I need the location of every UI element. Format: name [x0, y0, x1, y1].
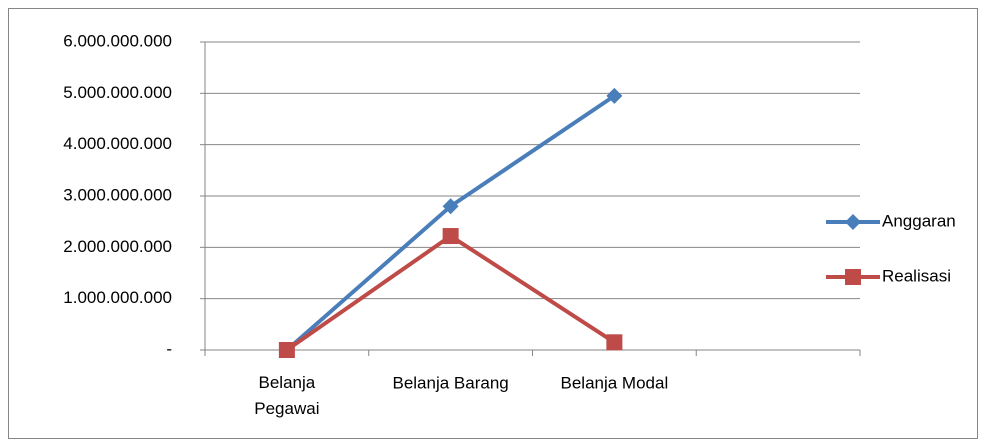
x-tick-label: Belanja Modal — [561, 373, 669, 392]
y-tick-label: 6.000.000.000 — [63, 31, 172, 50]
legend-label: Anggaran — [882, 211, 956, 230]
chart-border — [8, 8, 978, 439]
y-tick-label: 2.000.000.000 — [63, 237, 172, 256]
marker — [442, 228, 459, 245]
x-tick-label: Belanja Pegawai — [254, 373, 319, 418]
marker — [606, 87, 623, 104]
y-tick-label: 3.000.000.000 — [63, 185, 172, 204]
y-tick-label: 4.000.000.000 — [63, 134, 172, 153]
legend-label: Realisasi — [882, 266, 951, 285]
y-tick-label: 5.000.000.000 — [63, 83, 172, 102]
marker — [278, 342, 295, 358]
marker — [606, 334, 623, 351]
x-tick-label: Belanja Barang — [392, 373, 508, 392]
y-tick-label: 1.000.000.000 — [63, 288, 172, 307]
legend-marker — [845, 269, 861, 285]
marker — [442, 198, 459, 215]
legend-marker — [845, 214, 861, 230]
y-tick-label: - — [166, 339, 172, 358]
